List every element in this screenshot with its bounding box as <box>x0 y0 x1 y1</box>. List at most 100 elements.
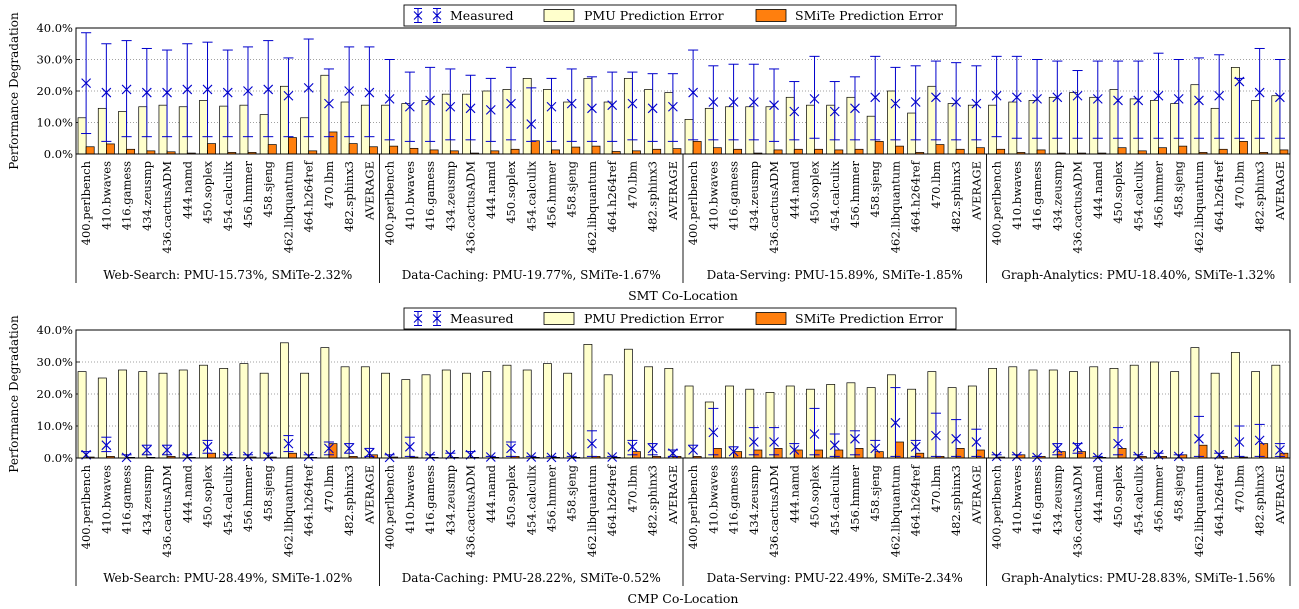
pmu-bar <box>462 93 471 155</box>
pmu-bar <box>259 114 269 155</box>
pmu-bar <box>806 104 815 155</box>
category-label: 454.calculix <box>1131 160 1145 231</box>
pmu-bar <box>725 106 734 155</box>
measured-point <box>1052 443 1063 454</box>
category-label: AVERAGE <box>362 161 376 221</box>
smite-bar <box>207 143 216 155</box>
group-label: Graph-Analytics: PMU-18.40%, SMiTe-1.32% <box>1001 268 1275 282</box>
category-label: 456.hmmer <box>544 160 558 228</box>
category-label: 456.hmmer <box>1151 160 1165 228</box>
pmu-bar <box>1089 366 1099 459</box>
category-label: 454.calculix <box>221 464 235 535</box>
category-label: 482.sphinx3 <box>342 465 356 536</box>
measured-point <box>526 119 537 129</box>
pmu-bar <box>684 118 694 155</box>
smite-bar <box>935 144 945 155</box>
pmu-bar <box>1150 100 1159 155</box>
category-label: 462.libquantum <box>1192 465 1206 557</box>
measured-point <box>870 92 881 103</box>
pmu-bar <box>1271 95 1281 155</box>
pmu-bar <box>522 369 532 459</box>
pmu-bar <box>1008 101 1018 155</box>
measured-point <box>890 417 901 428</box>
smite-bar <box>854 448 864 459</box>
category-label: 470.lbm <box>1232 161 1246 209</box>
legend-pmu-label: PMU Prediction Error <box>584 311 724 326</box>
pmu-bar <box>1028 100 1038 155</box>
category-label: 444.namd <box>787 160 801 219</box>
measured-point <box>627 98 638 109</box>
pmu-bar <box>603 374 613 459</box>
category-label: 434.zeusmp <box>747 161 761 231</box>
category-label: 470.lbm <box>322 161 336 209</box>
legend-pmu-label: PMU Prediction Error <box>584 8 724 23</box>
category-label: 410.bwaves <box>99 465 113 534</box>
pmu-bar <box>259 372 269 459</box>
group-label: Data-Serving: PMU-22.49%, SMiTe-2.34% <box>707 571 963 585</box>
pmu-bar <box>765 106 775 155</box>
measured-point <box>404 101 415 112</box>
category-label: 462.libquantum <box>281 465 295 557</box>
category-label: 410.bwaves <box>1010 161 1024 230</box>
legend-measured-label: Measured <box>450 8 514 23</box>
category-label: 434.zeusmp <box>1050 161 1064 231</box>
category-label: 458.sjeng <box>868 160 882 217</box>
category-label: 464.h264ref <box>1212 160 1226 232</box>
measured-point <box>708 427 719 438</box>
measured-point <box>769 100 779 111</box>
measured-point <box>141 87 152 98</box>
measured-point <box>829 440 840 451</box>
measured-point <box>688 87 699 98</box>
y-axis-label: Performance Degradation <box>7 315 21 473</box>
group-1: 400.perlbench 410.bwaves 416.gamess 434.zeu… <box>77 32 378 282</box>
pmu-bar <box>219 105 229 155</box>
pmu-bar <box>77 371 87 459</box>
category-label: 456.hmmer <box>848 464 862 532</box>
category-label: 434.zeusmp <box>140 465 154 535</box>
category-label: 462.libquantum <box>888 465 902 557</box>
pmu-bar <box>1089 96 1099 155</box>
category-label: 434.zeusmp <box>1050 465 1064 535</box>
category-label: 410.bwaves <box>403 465 417 534</box>
pmu-bar <box>866 115 876 155</box>
pmu-bar <box>664 92 674 155</box>
category-label: 456.hmmer <box>544 464 558 532</box>
measured-point <box>344 86 355 96</box>
y-tick-label: 0.0% <box>44 147 73 161</box>
category-label: 456.hmmer <box>1151 464 1165 532</box>
measured-point <box>303 82 314 93</box>
category-label: 436.cactusADM <box>767 161 781 254</box>
pmu-bar <box>421 374 431 459</box>
pmu-bar <box>138 106 148 155</box>
smite-bar <box>510 148 520 155</box>
plot-frame <box>75 329 1291 459</box>
measured-point <box>1214 90 1225 101</box>
category-label: 482.sphinx3 <box>646 465 660 536</box>
pmu-bar <box>421 100 431 155</box>
legend-smite-swatch <box>755 312 787 325</box>
category-label: 400.perlbench <box>990 160 1004 245</box>
measured-point <box>890 98 901 109</box>
pmu-bar <box>664 368 674 459</box>
smite-bar <box>429 149 439 155</box>
measured-point <box>850 433 860 444</box>
category-label: 444.namd <box>1091 160 1105 219</box>
category-label: 458.sjeng <box>868 464 882 521</box>
measured-point <box>101 440 112 451</box>
pmu-bar <box>988 368 997 459</box>
category-label: 464.h264ref <box>605 464 619 536</box>
pmu-bar <box>441 369 451 459</box>
smite-bar <box>996 148 1006 155</box>
chart-panel-2: 0.0% 10.0% 20.0% 30.0% 40.0% 400.perlbench 410… <box>7 307 1291 606</box>
legend-measured-glyph <box>413 314 423 323</box>
category-label: 416.gamess <box>120 465 134 534</box>
category-label: 482.sphinx3 <box>1253 161 1267 232</box>
measured-point <box>506 443 516 454</box>
pmu-bar <box>887 90 896 155</box>
measured-point <box>566 98 577 109</box>
pmu-bar <box>1251 100 1260 155</box>
smite-bar <box>672 148 682 155</box>
pmu-bar <box>583 344 593 459</box>
measured-point <box>748 437 759 447</box>
